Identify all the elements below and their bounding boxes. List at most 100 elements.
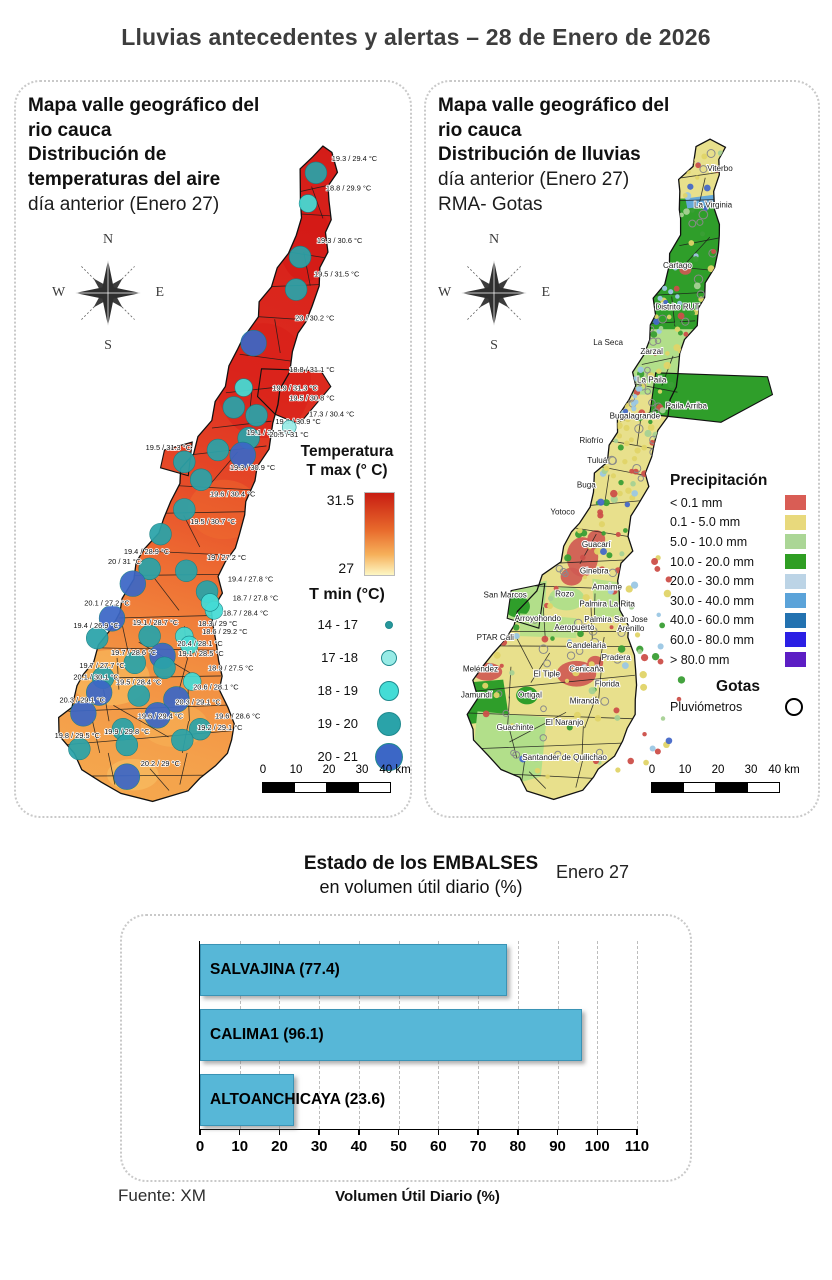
title-line: día anterior (Enero 27) xyxy=(28,193,220,215)
temp-station-dot xyxy=(298,194,318,213)
temp-station-label: 20.5 / 31 °C xyxy=(269,430,309,439)
scale-bar-segments xyxy=(262,782,391,793)
reservoir-chart-panel: 0 10 20 30 40 50 60 70 80 90 100 110 SALVAJINA (77.4… xyxy=(120,914,692,1205)
compass-west-label: W xyxy=(52,285,66,300)
tmin-legend-title: T min (°C) xyxy=(309,586,385,603)
tmin-class-dot-icon xyxy=(375,742,403,771)
temp-station-dot xyxy=(234,378,253,397)
precip-class-label: 60.0 - 80.0 mm xyxy=(670,632,755,647)
temp-station-dot xyxy=(127,684,150,707)
page-title: Lluvias antecedentes y alertas – 28 de E… xyxy=(121,24,711,50)
town-label: Riofrío xyxy=(579,436,603,445)
temp-station-label: 19.3 / 30.9 °C xyxy=(230,463,276,472)
town-label: Palmira San Jose xyxy=(584,615,648,624)
scale-bar-number: 10 xyxy=(678,764,692,776)
precip-class-label: 40.0 - 60.0 mm xyxy=(670,613,755,628)
temp-station-label: 19.7 / 27.7 °C xyxy=(79,661,125,670)
temp-gradient-max-label: 31.5 xyxy=(326,492,354,508)
temp-station-label: 19.5 / 28.4 °C xyxy=(116,678,162,687)
temp-station-dot xyxy=(284,278,308,301)
scale-bar-number: 40 km xyxy=(768,764,800,776)
compass-north-label: N xyxy=(102,232,114,247)
scale-bar-number: 30 xyxy=(744,764,758,776)
x-tick-label: 70 xyxy=(469,1138,487,1155)
precip-class-label: 30.0 - 40.0 mm xyxy=(670,593,755,608)
precip-class-swatch xyxy=(785,593,806,609)
tmin-class-label: 18 - 19 xyxy=(317,683,358,698)
precip-legend-row: 20.0 - 30.0 mm xyxy=(670,571,806,591)
tmin-class-dot-icon xyxy=(377,711,401,736)
temperature-map: 19.3 / 29.4 °C 18.8 / 29.9 °C 19.3 / 30.6 … xyxy=(54,145,379,803)
precip-legend-row: 5.0 - 10.0 mm xyxy=(670,532,806,552)
temp-station-dot xyxy=(123,651,146,675)
temp-stations-layer: 19.3 / 29.4 °C 18.8 / 29.9 °C 19.3 / 30.6 … xyxy=(54,153,379,790)
x-axis-tick xyxy=(517,1129,519,1135)
temp-station-dot xyxy=(173,450,196,474)
town-label: Rozo xyxy=(555,589,574,598)
compass-west-label: W xyxy=(438,285,452,300)
compass-star-icon xyxy=(75,260,141,326)
temp-station-dot xyxy=(98,605,126,632)
title-line: Distribución de lluvias xyxy=(438,144,641,166)
temp-station-dot xyxy=(149,522,172,546)
rain-map-title: Mapa valle geográfico del rio cauca Distri… xyxy=(438,94,669,217)
rain-gauge-stray-dots-layer xyxy=(615,555,686,773)
tmin-legend-row: 20 - 21 xyxy=(278,740,406,773)
precip-class-swatch xyxy=(785,534,806,550)
town-label: Yotoco xyxy=(550,507,575,516)
temp-station-label: 19.3 / 30.6 °C xyxy=(317,236,363,245)
precip-legend-row: 30.0 - 40.0 mm xyxy=(670,591,806,611)
precipitation-legend-rows: < 0.1 mm 0.1 - 5.0 mm 5.0 - 10.0 mm 10.0 - … xyxy=(670,493,806,669)
town-label: El Naranjo xyxy=(546,718,584,727)
temp-station-label: 18.9 / 27.5 °C xyxy=(208,664,254,673)
temp-station-dot xyxy=(188,717,212,741)
precip-legend-row: 60.0 - 80.0 mm xyxy=(670,630,806,650)
x-axis-label: Volumen Útil Diario (%) xyxy=(335,1188,500,1205)
x-axis-tick xyxy=(596,1129,598,1135)
compass-south-label: S xyxy=(490,338,498,353)
precipitation-legend-title: Precipitación xyxy=(670,472,768,489)
temp-station-label: 20.4 / 28.1 °C xyxy=(177,639,223,648)
temp-station-dot xyxy=(200,593,220,612)
town-labels-layer: Viterbo La Virginia Cartago Distrito RUT La … xyxy=(460,163,734,763)
temp-station-dot xyxy=(115,733,139,757)
temp-station-dot xyxy=(304,161,328,184)
reservoir-chart-title-bold: Estado de los EMBALSES xyxy=(303,853,539,874)
precip-legend-row: 40.0 - 60.0 mm xyxy=(670,611,806,631)
reservoir-chart-subtitle: en volumen útil diario (%) xyxy=(319,876,523,897)
temp-station-dot xyxy=(138,557,161,580)
title-line: temperaturas del aire xyxy=(28,169,221,191)
precip-class-swatch xyxy=(785,612,806,628)
town-label: Amaime xyxy=(592,583,622,592)
tmin-class-label: 14 - 17 xyxy=(317,617,358,632)
tmin-legend-row: 19 - 20 xyxy=(278,707,406,740)
temp-map-title: Mapa valle geográfico del rio cauca Distri… xyxy=(28,94,259,217)
scale-bar-number: 20 xyxy=(711,764,725,776)
title-line: rio cauca xyxy=(28,119,112,141)
precip-legend-row: > 80.0 mm xyxy=(670,650,806,670)
x-axis-tick xyxy=(437,1129,440,1135)
temp-station-label: 19.1 / 31.3 °C xyxy=(247,428,293,437)
tmin-legend-row: 14 - 17 xyxy=(278,608,406,641)
temp-station-label: 18.7 / 27.8 °C xyxy=(233,593,279,602)
x-tick-label: 30 xyxy=(310,1138,328,1155)
town-label: Meléndez xyxy=(463,665,498,674)
scale-bar-segments xyxy=(651,782,780,793)
pluviometer-icon xyxy=(785,698,803,717)
temp-station-label: 19.4 / 28.9 °C xyxy=(124,547,170,556)
gridline xyxy=(597,941,599,1129)
temp-station-dot xyxy=(85,679,113,706)
town-label: Santander de Quilichao xyxy=(522,753,607,762)
town-label: El Tiple xyxy=(533,670,560,679)
town-label: Bugalagrande xyxy=(610,411,661,420)
rainfall-map-panel: Viterbo La Virginia Cartago Distrito RUT La … xyxy=(424,80,820,818)
precip-class-swatch xyxy=(785,514,806,530)
temp-station-dot xyxy=(189,468,213,491)
temp-station-label: 19.3 / 30.9 °C xyxy=(275,417,321,426)
tmin-class-dot-icon xyxy=(381,649,397,666)
title-line: rio cauca xyxy=(438,119,522,141)
town-label: Distrito RUT xyxy=(655,302,699,311)
town-label: La Paila xyxy=(637,376,667,385)
temp-station-dot xyxy=(163,686,190,713)
